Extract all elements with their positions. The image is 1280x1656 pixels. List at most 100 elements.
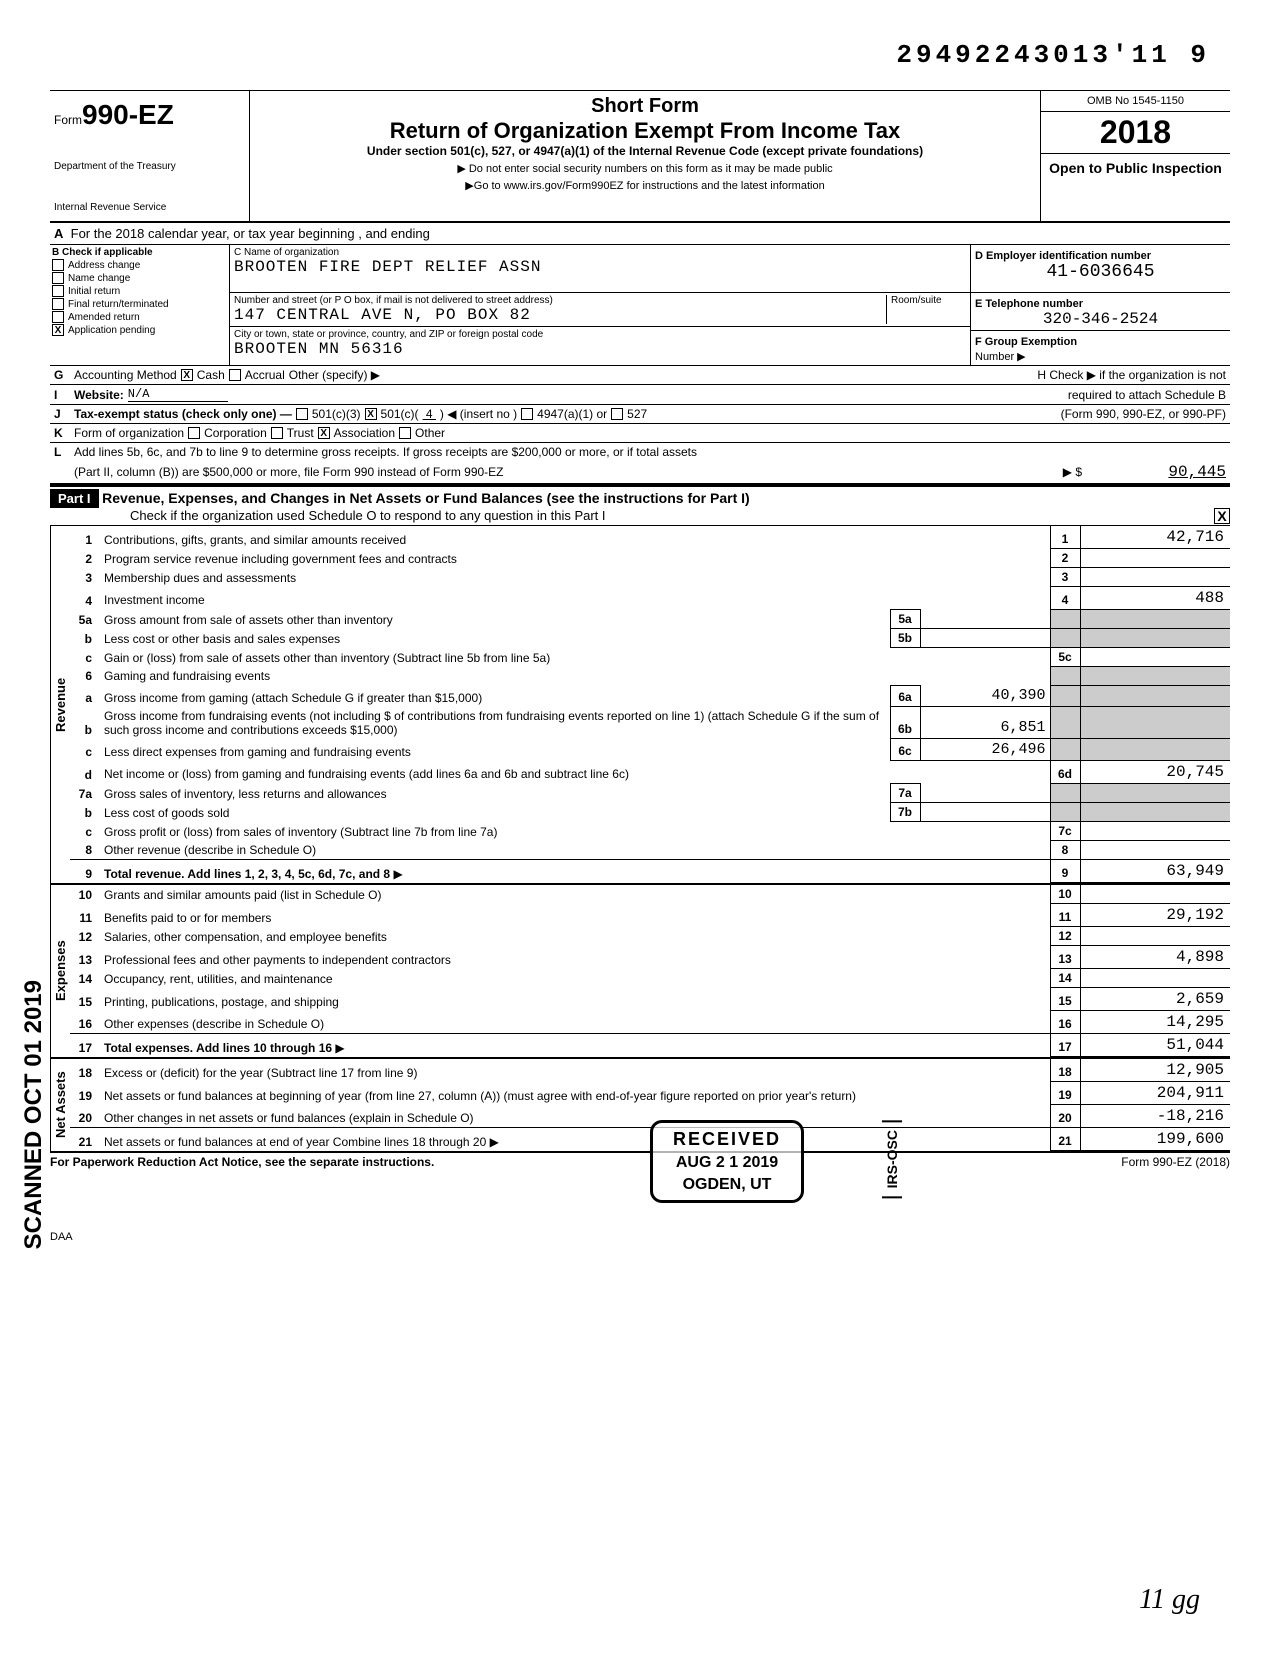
- org-name-label: C Name of organization: [234, 247, 966, 258]
- checkbox-name-change[interactable]: [52, 272, 64, 284]
- part-1-title: Revenue, Expenses, and Changes in Net As…: [102, 490, 750, 506]
- dept-irs: Internal Revenue Service: [54, 202, 245, 213]
- received-location: OGDEN, UT: [673, 1176, 781, 1194]
- main-title: Return of Organization Exempt From Incom…: [260, 118, 1030, 144]
- form-prefix: Form: [54, 113, 82, 127]
- phone-value: 320-346-2524: [975, 310, 1226, 328]
- checkbox-other-org[interactable]: [399, 427, 411, 439]
- row-j-right: (Form 990, 990-EZ, or 990-PF): [1061, 407, 1226, 421]
- row-l2: (Part II, column (B)) are $500,000 or mo…: [50, 461, 1230, 485]
- row-g: G Accounting Method XCash Accrual Other …: [50, 366, 1230, 385]
- scanned-stamp: SCANNED OCT 01 2019: [20, 980, 48, 1249]
- check-column: B Check if applicable Address change Nam…: [50, 245, 230, 365]
- row-j: J Tax-exempt status (check only one) — 5…: [50, 405, 1230, 424]
- city-label: City or town, state or province, country…: [234, 329, 966, 340]
- daa-label: DAA: [50, 1231, 1230, 1243]
- check-header: Check if applicable: [62, 247, 153, 258]
- checkbox-amended[interactable]: [52, 311, 64, 323]
- label-accrual: Accrual: [245, 368, 285, 382]
- form-footer-right: Form 990-EZ (2018): [1121, 1155, 1230, 1169]
- group-exemption-number: Number ▶: [975, 351, 1026, 363]
- subtitle: Under section 501(c), 527, or 4947(a)(1)…: [260, 144, 1030, 158]
- expenses-table: 10Grants and similar amounts paid (list …: [70, 885, 1230, 1057]
- label-final-return: Final return/terminated: [68, 299, 169, 310]
- checkbox-trust[interactable]: [271, 427, 283, 439]
- footer: For Paperwork Reduction Act Notice, see …: [50, 1153, 1230, 1171]
- paperwork-notice: For Paperwork Reduction Act Notice, see …: [50, 1155, 434, 1169]
- label-address-change: Address change: [68, 260, 140, 271]
- revenue-table: 1Contributions, gifts, grants, and simil…: [70, 526, 1230, 883]
- website-value: N/A: [128, 387, 228, 402]
- gross-receipts-value: 90,445: [1086, 463, 1226, 481]
- part-1-header: Part I Revenue, Expenses, and Changes in…: [50, 485, 1230, 526]
- group-exemption-label: F Group Exemption: [975, 336, 1077, 348]
- open-to-public: Open to Public Inspection: [1041, 154, 1230, 182]
- label-initial-return: Initial return: [68, 286, 120, 297]
- received-date: AUG 2 1 2019: [673, 1154, 781, 1172]
- checkbox-address-change[interactable]: [52, 259, 64, 271]
- goto-url: ▶Go to www.irs.gov/Form990EZ for instruc…: [260, 179, 1030, 192]
- irs-osc-stamp: IRS-OSC: [882, 1120, 902, 1198]
- row-i: I Website: N/A required to attach Schedu…: [50, 385, 1230, 405]
- checkbox-corporation[interactable]: [188, 427, 200, 439]
- label-app-pending: Application pending: [68, 325, 155, 336]
- form-number: 990-EZ: [82, 99, 174, 130]
- expenses-side-label: Expenses: [50, 885, 70, 1057]
- document-code: 29492243013'11 9: [50, 40, 1230, 70]
- label-name-change: Name change: [68, 273, 130, 284]
- row-a: A For the 2018 calendar year, or tax yea…: [50, 223, 1230, 245]
- checkbox-final-return[interactable]: [52, 298, 64, 310]
- form-org-label: Form of organization: [74, 426, 184, 440]
- row-h2: required to attach Schedule B: [1068, 388, 1226, 402]
- checkbox-initial-return[interactable]: [52, 285, 64, 297]
- dept-treasury: Department of the Treasury: [54, 161, 245, 172]
- row-l: L Add lines 5b, 6c, and 7b to line 9 to …: [50, 443, 1230, 461]
- checkbox-app-pending[interactable]: X: [52, 324, 64, 336]
- form-number-box: Form990-EZ Department of the Treasury In…: [50, 90, 250, 221]
- netassets-side-label: Net Assets: [50, 1059, 70, 1151]
- org-name: BROOTEN FIRE DEPT RELIEF ASSN: [234, 258, 541, 276]
- omb-number: OMB No 1545-1150: [1041, 91, 1230, 112]
- checkbox-501c3[interactable]: [296, 408, 308, 420]
- form-header: Form990-EZ Department of the Treasury In…: [50, 90, 1230, 223]
- short-form-label: Short Form: [260, 95, 1030, 118]
- revenue-side-label: Revenue: [50, 526, 70, 883]
- received-stamp: RECEIVED AUG 2 1 2019 OGDEN, UT: [650, 1120, 804, 1203]
- phone-label: E Telephone number: [975, 298, 1083, 310]
- checkbox-cash[interactable]: X: [181, 369, 193, 381]
- ein-label: D Employer identification number: [975, 250, 1151, 262]
- row-l-text: Add lines 5b, 6c, and 7b to line 9 to de…: [74, 445, 697, 459]
- netassets-section: Net Assets 18Excess or (deficit) for the…: [50, 1059, 1230, 1153]
- room-label: Room/suite: [891, 295, 966, 306]
- checkbox-501c[interactable]: X: [365, 408, 377, 420]
- row-h: H Check ▶ if the organization is not: [1037, 368, 1226, 382]
- label-cash: Cash: [197, 368, 225, 382]
- checkbox-4947[interactable]: [521, 408, 533, 420]
- tax-exempt-label: Tax-exempt status (check only one) —: [74, 407, 292, 421]
- name-column: C Name of organization BROOTEN FIRE DEPT…: [230, 245, 970, 365]
- city-value: BROOTEN MN 56316: [234, 340, 404, 358]
- street-value: 147 CENTRAL AVE N, PO BOX 82: [234, 306, 531, 324]
- row-a-text: For the 2018 calendar year, or tax year …: [71, 226, 430, 241]
- part-1-check-text: Check if the organization used Schedule …: [50, 508, 606, 523]
- checkbox-schedule-o[interactable]: X: [1214, 508, 1230, 524]
- label-other-method: Other (specify) ▶: [289, 368, 380, 382]
- section-b: B Check if applicable Address change Nam…: [50, 245, 1230, 366]
- checkbox-527[interactable]: [611, 408, 623, 420]
- checkbox-association[interactable]: X: [318, 427, 330, 439]
- accounting-method-label: Accounting Method: [74, 368, 177, 382]
- checkbox-accrual[interactable]: [229, 369, 241, 381]
- part-1-label: Part I: [50, 489, 99, 508]
- ssn-warning: ▶ Do not enter social security numbers o…: [260, 162, 1030, 175]
- row-l2-text: (Part II, column (B)) are $500,000 or mo…: [74, 465, 504, 479]
- label-amended: Amended return: [68, 312, 140, 323]
- street-label: Number and street (or P O box, if mail i…: [234, 295, 886, 306]
- expenses-section: Expenses 10Grants and similar amounts pa…: [50, 885, 1230, 1059]
- revenue-section: Revenue 1Contributions, gifts, grants, a…: [50, 526, 1230, 885]
- right-column: D Employer identification number 41-6036…: [970, 245, 1230, 365]
- website-label: Website:: [74, 388, 124, 402]
- row-k: K Form of organization Corporation Trust…: [50, 424, 1230, 443]
- header-right: OMB No 1545-1150 2018 Open to Public Ins…: [1040, 90, 1230, 221]
- signature: 11 gg: [1139, 1584, 1200, 1616]
- header-center: Short Form Return of Organization Exempt…: [250, 90, 1040, 221]
